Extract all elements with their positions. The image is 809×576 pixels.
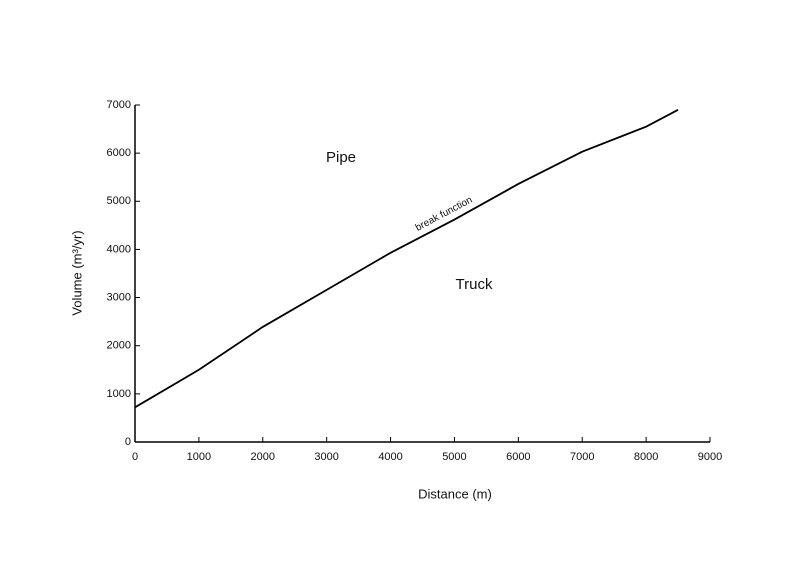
y-tick-label: 3000	[107, 291, 131, 303]
x-tick-label: 6000	[506, 451, 530, 463]
x-tick-label: 7000	[570, 451, 594, 463]
annotation: Pipe	[326, 149, 356, 166]
x-tick-label: 8000	[634, 451, 658, 463]
y-tick-label: 0	[125, 436, 131, 448]
x-tick-label: 4000	[378, 451, 402, 463]
y-tick-label: 6000	[107, 147, 131, 159]
line	[134, 109, 679, 409]
x-tick-label: 5000	[442, 451, 466, 463]
annotation: Truck	[456, 276, 493, 293]
y-tick-label: 7000	[107, 99, 131, 111]
x-tick-label: 2000	[251, 451, 275, 463]
x-tick-label: 3000	[314, 451, 338, 463]
x-tick-label: 9000	[698, 451, 722, 463]
y-tick-label: 2000	[107, 340, 131, 352]
x-axis-label: Distance (m)	[418, 486, 492, 501]
y-axis-label: Volume (m³/yr)	[69, 230, 84, 315]
y-tick-label: 1000	[107, 388, 131, 400]
x-tick-label: 1000	[187, 451, 211, 463]
y-tick-label: 5000	[107, 195, 131, 207]
y-tick-label: 4000	[107, 243, 131, 255]
x-tick-label: 0	[132, 451, 138, 463]
